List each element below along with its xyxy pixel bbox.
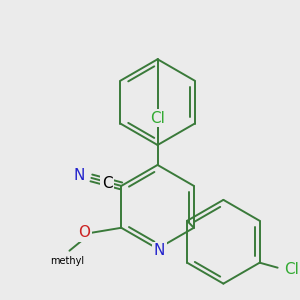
Text: N: N [154,243,165,258]
Text: O: O [78,225,90,240]
Text: methyl: methyl [50,256,85,266]
Text: N: N [74,168,85,183]
Text: Cl: Cl [150,111,165,126]
Text: C: C [102,176,112,191]
Text: Cl: Cl [284,262,299,277]
